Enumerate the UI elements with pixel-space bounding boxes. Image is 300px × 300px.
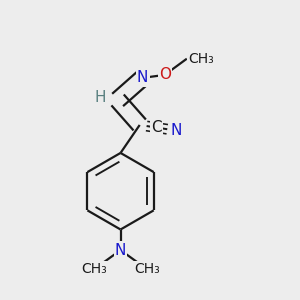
Text: CH₃: CH₃ [188,52,214,66]
Text: N: N [170,123,182,138]
Text: N: N [137,70,148,86]
Text: C: C [152,120,162,135]
Text: O: O [159,68,171,82]
Text: CH₃: CH₃ [134,262,160,276]
Text: N: N [115,243,126,258]
Text: H: H [95,90,106,105]
Text: CH₃: CH₃ [81,262,107,276]
